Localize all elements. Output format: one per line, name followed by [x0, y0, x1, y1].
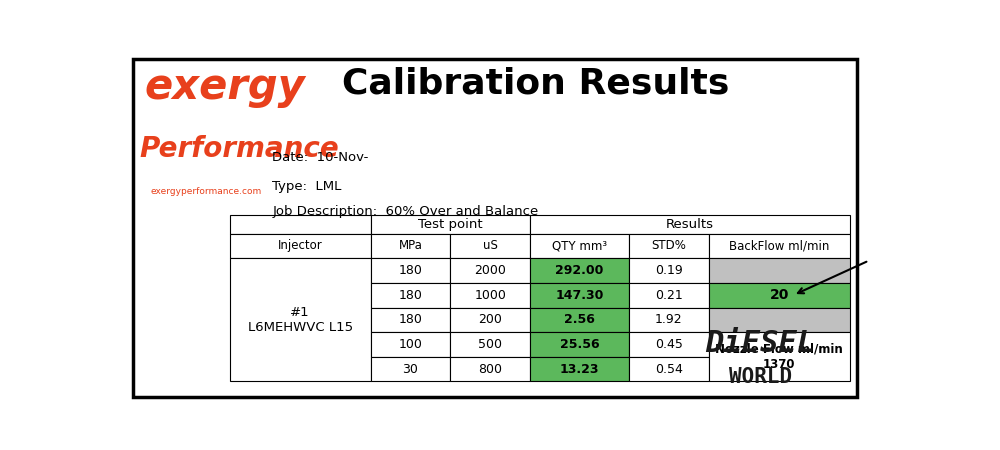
Text: STD%: STD%: [651, 239, 686, 252]
Text: exergyperformance.com: exergyperformance.com: [151, 187, 262, 196]
Bar: [629, 357, 709, 382]
Bar: [371, 283, 450, 307]
Text: 20: 20: [769, 288, 789, 302]
Bar: [230, 234, 371, 258]
Bar: [629, 234, 709, 258]
Text: QTY mm³: QTY mm³: [552, 239, 607, 252]
Bar: [530, 215, 850, 234]
Text: 13.23: 13.23: [560, 363, 599, 376]
Bar: [371, 332, 450, 357]
Bar: [230, 258, 371, 382]
Text: #1
L6MEHWVC L15: #1 L6MEHWVC L15: [248, 306, 353, 334]
Bar: [709, 234, 850, 258]
Text: 500: 500: [478, 338, 502, 351]
Bar: [450, 332, 530, 357]
Text: exergy: exergy: [144, 66, 305, 108]
Bar: [709, 307, 850, 332]
Text: 0.19: 0.19: [655, 264, 683, 277]
Text: BackFlow ml/min: BackFlow ml/min: [729, 239, 829, 252]
Bar: [450, 258, 530, 283]
Text: 2000: 2000: [474, 264, 506, 277]
Text: Type:  LML: Type: LML: [272, 180, 342, 194]
Text: 0.45: 0.45: [655, 338, 683, 351]
Bar: [450, 283, 530, 307]
Text: 30: 30: [403, 363, 418, 376]
Bar: [371, 234, 450, 258]
Text: 0.21: 0.21: [655, 289, 683, 302]
Text: 800: 800: [478, 363, 502, 376]
Text: 292.00: 292.00: [555, 264, 604, 277]
Bar: [530, 332, 629, 357]
Bar: [629, 258, 709, 283]
Text: uS: uS: [483, 239, 498, 252]
Text: WORLD: WORLD: [729, 367, 792, 387]
Bar: [530, 258, 629, 283]
FancyBboxPatch shape: [133, 59, 857, 397]
Text: Nozzle Flow ml/min
1370: Nozzle Flow ml/min 1370: [715, 343, 843, 371]
Text: 0.54: 0.54: [655, 363, 683, 376]
Text: 100: 100: [399, 338, 422, 351]
Text: 1000: 1000: [474, 289, 506, 302]
Text: 2.56: 2.56: [564, 313, 595, 326]
Bar: [530, 307, 629, 332]
Bar: [629, 307, 709, 332]
Text: Job Description:  60% Over and Balance: Job Description: 60% Over and Balance: [272, 205, 538, 218]
Bar: [709, 332, 850, 382]
Text: 200: 200: [478, 313, 502, 326]
Bar: [230, 215, 371, 234]
Bar: [629, 332, 709, 357]
Bar: [709, 283, 850, 307]
Bar: [450, 307, 530, 332]
Text: DiESEL: DiESEL: [705, 329, 816, 358]
Bar: [371, 357, 450, 382]
Text: 25.56: 25.56: [560, 338, 599, 351]
Bar: [530, 283, 629, 307]
Text: Injector: Injector: [278, 239, 322, 252]
Text: 1.92: 1.92: [655, 313, 683, 326]
Bar: [709, 258, 850, 283]
Bar: [530, 234, 629, 258]
Text: Calibration Results: Calibration Results: [342, 66, 729, 100]
Bar: [629, 283, 709, 307]
Text: 180: 180: [399, 313, 422, 326]
Text: Date:  10-Nov-: Date: 10-Nov-: [272, 151, 369, 164]
Text: Performance: Performance: [139, 135, 339, 163]
Bar: [450, 234, 530, 258]
Text: 180: 180: [399, 264, 422, 277]
Text: Results: Results: [666, 218, 714, 231]
Bar: [371, 258, 450, 283]
Bar: [371, 215, 530, 234]
Text: 180: 180: [399, 289, 422, 302]
Bar: [450, 357, 530, 382]
Text: 147.30: 147.30: [555, 289, 604, 302]
Text: Test point: Test point: [418, 218, 483, 231]
Bar: [371, 307, 450, 332]
Bar: [530, 357, 629, 382]
Text: MPa: MPa: [399, 239, 422, 252]
